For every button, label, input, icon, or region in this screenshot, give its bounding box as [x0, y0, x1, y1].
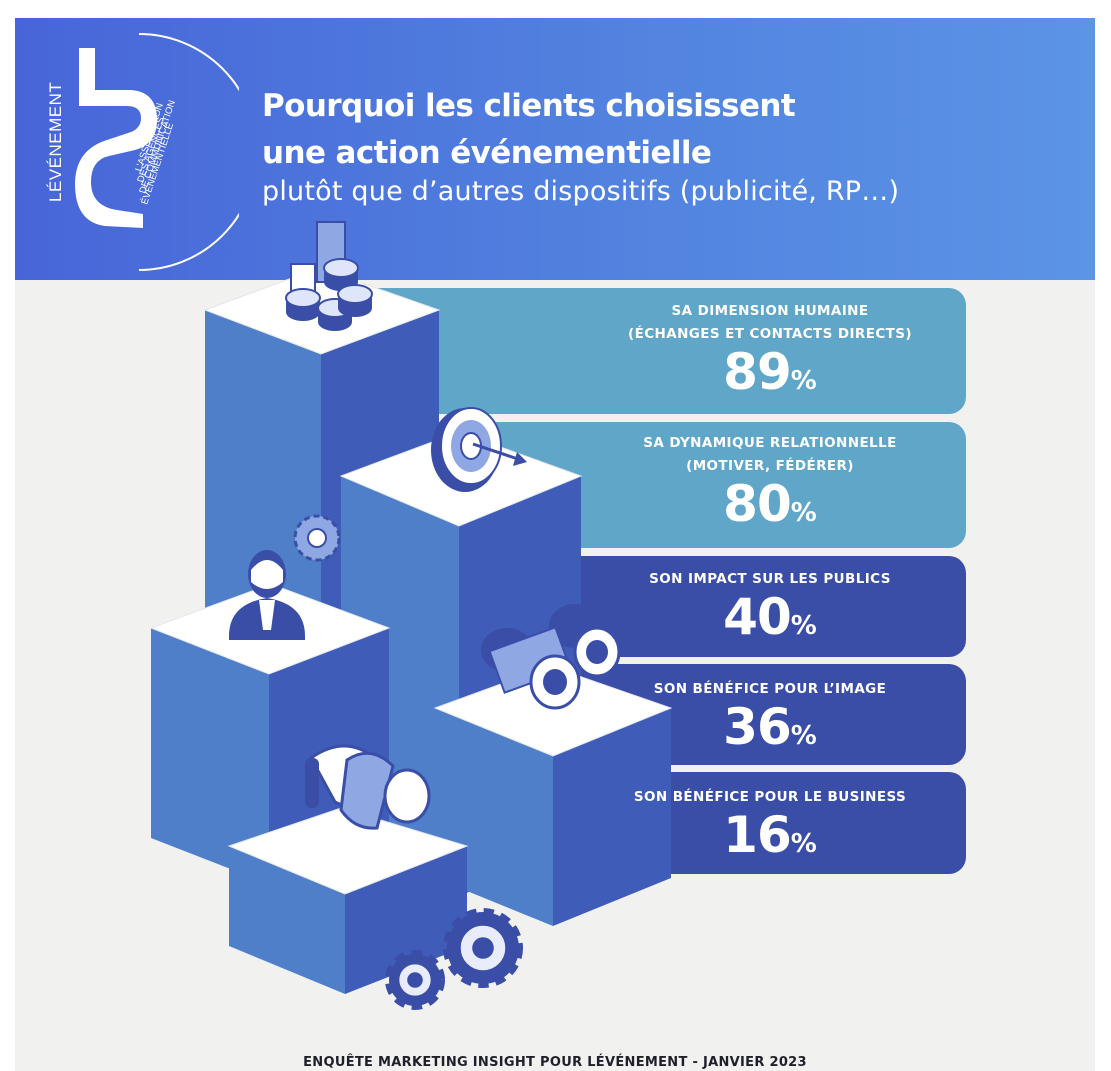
bar-1: [345, 288, 966, 414]
bar-label: SON BÉNÉFICE POUR LE BUSINESS: [633, 789, 907, 805]
source-footer: ENQUÊTE MARKETING INSIGHT POUR LÉVÉNEMEN…: [303, 1055, 807, 1070]
gear-hub: [407, 972, 423, 988]
businessman-face: [251, 560, 283, 589]
bar-label: SON BÉNÉFICE POUR L’IMAGE: [653, 681, 887, 697]
chart-scene: [149, 221, 966, 1010]
bar-value: 36%: [600, 701, 940, 762]
title-line-2: une action événementielle: [262, 135, 712, 171]
businessman-icon: [229, 550, 305, 640]
bar-text-3: SON IMPACT SUR LES PUBLICS 40%: [600, 568, 940, 652]
target-arrow-tail: [513, 452, 527, 466]
logo-arc: [138, 33, 239, 271]
header-banner: LÉVÉNEMENT L'ASSOCIATION DES AGENCES DE CO…: [15, 18, 1095, 280]
bar-value: 80%: [600, 478, 940, 539]
bar-value-number: 89: [723, 343, 792, 401]
binocular-lens-inner: [543, 669, 567, 695]
block-fifth-top-face: [227, 807, 469, 895]
infographic: LÉVÉNEMENT L'ASSOCIATION DES AGENCES DE CO…: [15, 18, 1095, 1071]
block-fifth-left-face: [229, 846, 345, 994]
bar-value-unit: %: [790, 721, 817, 751]
bar-value-unit: %: [790, 498, 817, 528]
bar-label: SON IMPACT SUR LES PUBLICS: [649, 571, 891, 587]
coin-face: [337, 284, 373, 304]
bar-label: SA DYNAMIQUE RELATIONNELLE: [643, 435, 897, 451]
gears-icon: [385, 908, 523, 1010]
coin-face: [323, 258, 359, 278]
binocular-lens-inner: [586, 640, 608, 664]
title-line-1: Pourquoi les clients choisissent: [262, 88, 796, 124]
bar-label: SA DIMENSION HUMAINE: [671, 303, 869, 319]
bar-value-unit: %: [790, 366, 817, 396]
sleeve-cuff: [383, 768, 431, 824]
handshake-icon: [305, 744, 431, 830]
block-fourth-right-face: [553, 708, 671, 926]
hand-right: [339, 751, 395, 830]
sleeve-cuff: [305, 758, 319, 808]
icons-layer: [229, 221, 621, 1010]
block-fifth-right-face: [345, 846, 467, 994]
logo-e-mark: [75, 48, 157, 228]
gear-hub: [472, 937, 494, 959]
gear-icon: [293, 514, 341, 562]
bar-label: (MOTIVER, FÉDÉRER): [686, 458, 854, 474]
bar-text-1: SA DIMENSION HUMAINE (ÉCHANGES ET CONTACT…: [600, 300, 940, 407]
coins-chart-icon: [285, 221, 373, 331]
bar-value-number: 80: [723, 475, 792, 533]
logo-brand-text: LÉVÉNEMENT: [46, 82, 65, 202]
bar-value: 16%: [600, 809, 940, 870]
bar-value-number: 16: [723, 806, 792, 864]
bar-text-2: SA DYNAMIQUE RELATIONNELLE (MOTIVER, FÉDÉ…: [600, 432, 940, 539]
bar-value: 40%: [600, 591, 940, 652]
target-icon: [431, 407, 527, 492]
bar-text-4: SON BÉNÉFICE POUR L’IMAGE 36%: [600, 678, 940, 762]
bar-value: 89%: [600, 346, 940, 407]
bar-value-unit: %: [790, 829, 817, 859]
block-third-left-face: [151, 628, 269, 884]
subtitle: plutôt que d’autres dispositifs (publici…: [262, 176, 900, 207]
bar-value-unit: %: [790, 611, 817, 641]
gear-hub: [307, 528, 327, 548]
bar-label: (ÉCHANGES ET CONTACTS DIRECTS): [628, 326, 912, 342]
coin-face: [285, 288, 321, 308]
binoculars-icon: [481, 604, 621, 710]
target-arrow: [472, 442, 522, 462]
blocks-layer: [149, 267, 673, 994]
bar-value-number: 40: [723, 588, 792, 646]
businessman-shirt: [259, 600, 275, 630]
bar-value-number: 36: [723, 698, 792, 756]
bar-text-5: SON BÉNÉFICE POUR LE BUSINESS 16%: [600, 786, 940, 870]
